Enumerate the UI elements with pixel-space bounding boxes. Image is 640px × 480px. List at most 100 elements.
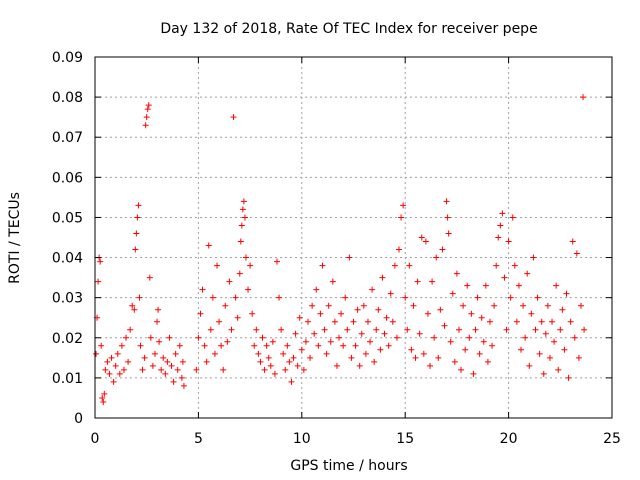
data-point bbox=[501, 274, 508, 281]
data-point bbox=[391, 262, 398, 269]
data-point bbox=[195, 334, 202, 341]
data-point bbox=[468, 310, 475, 317]
data-point bbox=[346, 254, 353, 261]
data-point bbox=[211, 350, 218, 357]
data-point bbox=[97, 258, 104, 265]
data-point bbox=[305, 318, 312, 325]
data-point bbox=[237, 238, 244, 245]
data-point bbox=[232, 294, 239, 301]
data-point bbox=[573, 250, 580, 257]
data-point bbox=[106, 370, 113, 377]
data-point bbox=[422, 238, 429, 245]
data-point bbox=[336, 334, 343, 341]
data-point bbox=[362, 350, 369, 357]
data-point bbox=[282, 366, 289, 373]
data-point bbox=[154, 318, 161, 325]
data-point bbox=[344, 326, 351, 333]
data-point bbox=[292, 330, 299, 337]
data-point bbox=[493, 262, 500, 269]
data-point bbox=[476, 350, 483, 357]
data-point bbox=[199, 286, 206, 293]
data-point bbox=[542, 330, 549, 337]
data-point bbox=[259, 334, 266, 341]
data-point bbox=[155, 306, 162, 313]
data-point bbox=[151, 350, 158, 357]
data-point bbox=[108, 354, 115, 361]
data-point bbox=[114, 350, 121, 357]
y-axis-label: ROTI / TECUs bbox=[7, 192, 23, 284]
data-point bbox=[253, 326, 260, 333]
x-tick-label: 15 bbox=[396, 431, 414, 447]
data-point bbox=[218, 342, 225, 349]
data-point bbox=[168, 362, 175, 369]
data-point bbox=[466, 334, 473, 341]
data-point bbox=[203, 358, 210, 365]
data-point bbox=[551, 338, 558, 345]
data-point bbox=[321, 326, 328, 333]
data-point bbox=[331, 318, 338, 325]
data-point bbox=[294, 362, 301, 369]
data-point bbox=[427, 362, 434, 369]
data-point bbox=[300, 366, 307, 373]
data-point bbox=[276, 294, 283, 301]
data-point bbox=[435, 354, 442, 361]
data-point bbox=[265, 354, 272, 361]
data-point bbox=[180, 382, 187, 389]
data-point bbox=[393, 334, 400, 341]
data-point bbox=[296, 314, 303, 321]
data-point bbox=[528, 310, 535, 317]
data-point bbox=[257, 358, 264, 365]
data-point bbox=[132, 246, 139, 253]
data-point bbox=[540, 370, 547, 377]
data-point bbox=[102, 366, 109, 373]
data-point bbox=[371, 358, 378, 365]
data-point bbox=[216, 318, 223, 325]
data-point bbox=[472, 326, 479, 333]
data-point bbox=[271, 370, 278, 377]
data-point bbox=[460, 302, 467, 309]
data-point bbox=[387, 290, 394, 297]
data-point bbox=[429, 278, 436, 285]
y-tick-label: 0.07 bbox=[52, 130, 83, 146]
data-point bbox=[261, 366, 268, 373]
data-point bbox=[455, 326, 462, 333]
chart-title: Day 132 of 2018, Rate Of TEC Index for r… bbox=[160, 21, 537, 37]
data-point bbox=[580, 94, 587, 101]
data-point bbox=[101, 390, 108, 397]
data-point bbox=[507, 294, 514, 301]
data-point bbox=[329, 278, 336, 285]
data-point bbox=[464, 282, 471, 289]
data-point bbox=[373, 326, 380, 333]
data-point bbox=[342, 294, 349, 301]
data-point bbox=[338, 310, 345, 317]
data-point bbox=[137, 342, 144, 349]
data-point bbox=[166, 334, 173, 341]
data-point bbox=[214, 262, 221, 269]
data-point bbox=[93, 350, 100, 357]
data-point bbox=[267, 362, 274, 369]
data-point bbox=[555, 366, 562, 373]
data-point bbox=[439, 246, 446, 253]
data-point bbox=[141, 354, 148, 361]
data-point bbox=[172, 350, 179, 357]
data-point bbox=[178, 374, 185, 381]
data-point bbox=[251, 342, 258, 349]
data-point bbox=[226, 278, 233, 285]
data-point bbox=[462, 346, 469, 353]
data-point bbox=[532, 326, 539, 333]
data-point bbox=[571, 334, 578, 341]
y-tick-label: 0.02 bbox=[52, 331, 83, 347]
data-point bbox=[205, 242, 212, 249]
data-point bbox=[284, 342, 291, 349]
data-points bbox=[93, 94, 588, 405]
data-point bbox=[526, 362, 533, 369]
data-point bbox=[577, 302, 584, 309]
data-point bbox=[309, 302, 316, 309]
data-point bbox=[348, 354, 355, 361]
data-point bbox=[298, 346, 305, 353]
data-point bbox=[544, 302, 551, 309]
data-point bbox=[315, 342, 322, 349]
data-point bbox=[236, 270, 243, 277]
data-point bbox=[307, 354, 314, 361]
